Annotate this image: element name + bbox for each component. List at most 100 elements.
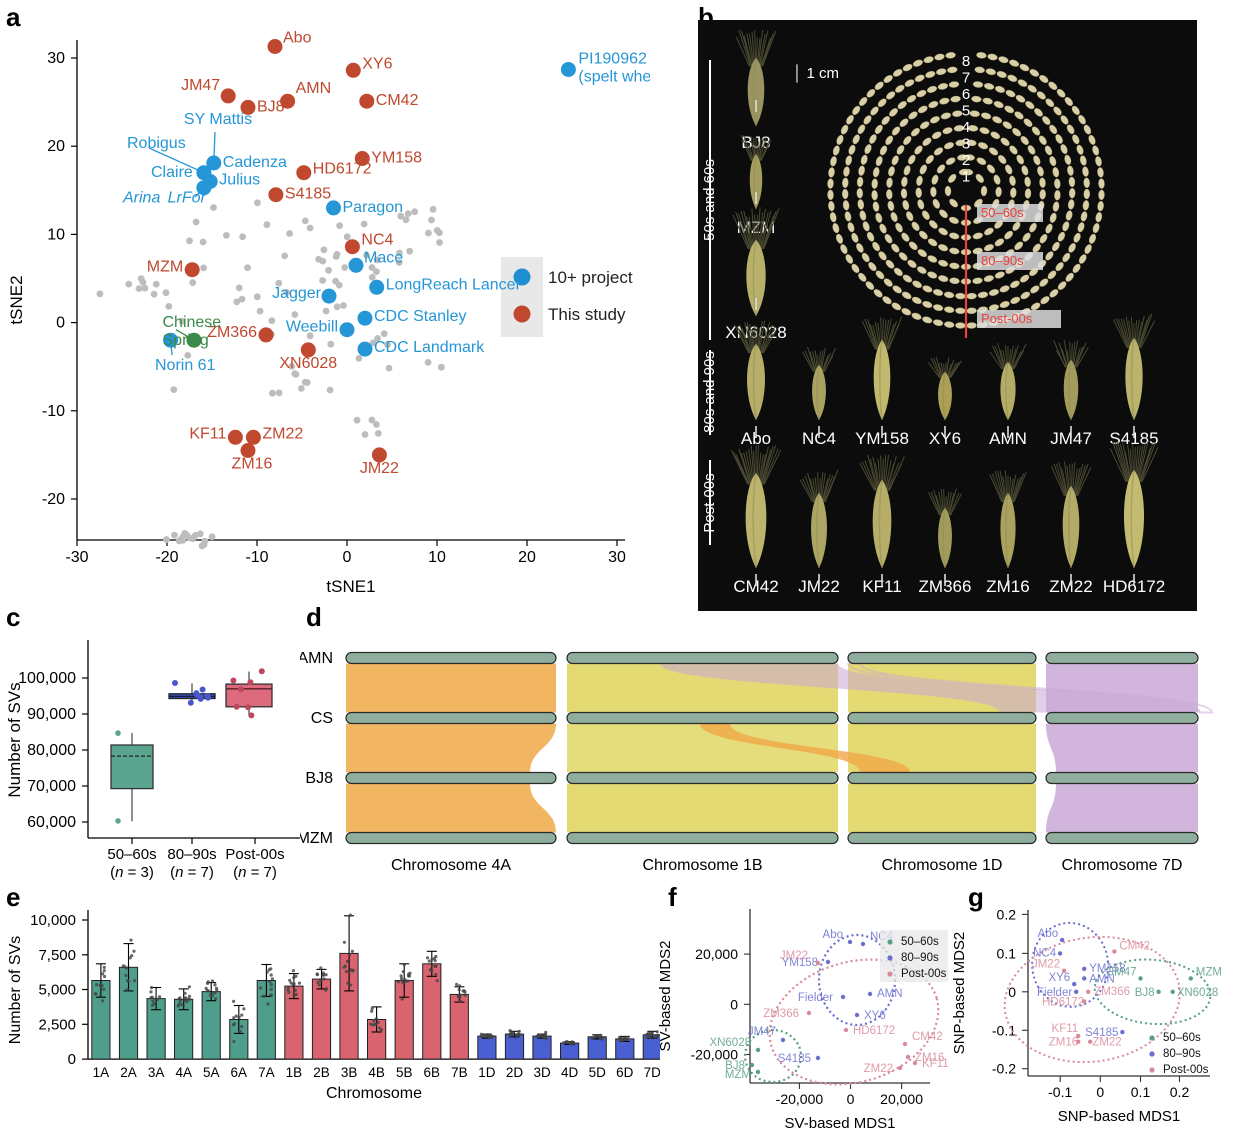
svg-text:Weebill: Weebill	[286, 319, 338, 336]
svg-text:│ 1 cm: │ 1 cm	[793, 64, 839, 83]
svg-text:XN6028: XN6028	[279, 355, 337, 372]
svg-text:50–60s: 50–60s	[981, 205, 1024, 220]
svg-text:AMN: AMN	[300, 650, 333, 667]
svg-text:ZM366: ZM366	[763, 1008, 799, 1020]
svg-text:0: 0	[56, 315, 65, 332]
svg-text:ZM22: ZM22	[1092, 1037, 1121, 1049]
svg-text:XN6028: XN6028	[709, 1037, 751, 1049]
svg-text:HD6172: HD6172	[853, 1025, 895, 1037]
svg-text:This study: This study	[548, 305, 626, 324]
svg-text:2B: 2B	[313, 1065, 330, 1080]
svg-text:HD6172: HD6172	[313, 161, 372, 178]
svg-text:PI190962: PI190962	[578, 51, 647, 68]
svg-text:20: 20	[518, 549, 536, 566]
svg-text:ZM22: ZM22	[262, 425, 303, 442]
svg-text:50–60s: 50–60s	[1163, 1032, 1201, 1044]
svg-text:Number of SVs: Number of SVs	[7, 936, 24, 1044]
svg-text:SV-based MDS1: SV-based MDS1	[785, 1115, 896, 1130]
svg-text:HD6172: HD6172	[1042, 996, 1084, 1008]
svg-text:10: 10	[47, 226, 65, 243]
svg-text:Julius: Julius	[219, 172, 260, 189]
svg-text:SNP-based MDS1: SNP-based MDS1	[1058, 1108, 1181, 1125]
svg-text:1: 1	[962, 169, 970, 186]
svg-text:2D: 2D	[506, 1065, 524, 1080]
svg-text:AMN: AMN	[296, 80, 332, 97]
svg-text:8: 8	[962, 53, 970, 70]
svg-text:20,000: 20,000	[880, 1091, 923, 1107]
svg-text:JM22: JM22	[1032, 959, 1060, 971]
svg-text:-20,000: -20,000	[776, 1091, 824, 1107]
svg-text:3D: 3D	[533, 1065, 551, 1080]
svg-text:0.2: 0.2	[997, 906, 1017, 922]
svg-text:Cadenza: Cadenza	[223, 154, 287, 171]
svg-text:80s and 90s: 80s and 90s	[701, 351, 718, 433]
svg-text:50–60s: 50–60s	[107, 846, 156, 863]
svg-text:80–90s: 80–90s	[981, 253, 1024, 268]
svg-text:2: 2	[962, 152, 970, 169]
svg-text:NC4: NC4	[361, 232, 393, 249]
svg-text:ZM22: ZM22	[864, 1063, 893, 1075]
svg-text:20,000: 20,000	[695, 946, 738, 962]
svg-text:CDC Stanley: CDC Stanley	[374, 308, 466, 325]
svg-text:60,000: 60,000	[27, 814, 76, 831]
svg-text:-30: -30	[65, 549, 88, 566]
svg-text:5A: 5A	[203, 1065, 220, 1080]
svg-text:2A: 2A	[120, 1065, 137, 1080]
svg-text:MZM: MZM	[725, 1069, 751, 1081]
svg-text:(n = 7): (n = 7)	[233, 864, 277, 881]
svg-text:7A: 7A	[258, 1065, 275, 1080]
svg-text:0: 0	[343, 549, 352, 566]
svg-text:Chinese: Chinese	[163, 314, 222, 331]
svg-text:Post-00s: Post-00s	[1163, 1064, 1209, 1076]
svg-text:NC4: NC4	[1033, 947, 1057, 959]
svg-text:80–90s: 80–90s	[1163, 1048, 1201, 1060]
svg-text:7B: 7B	[451, 1065, 468, 1080]
svg-text:Fielder: Fielder	[798, 992, 833, 1004]
svg-text:MZM: MZM	[147, 259, 183, 276]
svg-text:0: 0	[68, 1051, 76, 1068]
svg-text:0.2: 0.2	[1170, 1084, 1190, 1100]
svg-text:30: 30	[608, 549, 626, 566]
svg-text:-10: -10	[42, 403, 65, 420]
svg-text:BJ8: BJ8	[1135, 987, 1155, 999]
svg-text:tSNE1: tSNE1	[326, 577, 375, 596]
svg-text:5D: 5D	[589, 1065, 607, 1080]
svg-text:0: 0	[1096, 1084, 1104, 1100]
svg-text:6: 6	[962, 86, 970, 103]
svg-text:Jagger: Jagger	[272, 285, 322, 302]
svg-text:Spring: Spring	[163, 332, 209, 349]
svg-text:XN6028: XN6028	[1177, 987, 1219, 999]
svg-text:10+ project: 10+ project	[548, 268, 633, 287]
svg-text:Mace: Mace	[364, 249, 403, 266]
svg-text:tSNE2: tSNE2	[7, 275, 26, 324]
svg-text:7,500: 7,500	[38, 947, 76, 964]
svg-text:(n = 7): (n = 7)	[170, 864, 214, 881]
svg-text:Norin 61: Norin 61	[155, 357, 216, 374]
svg-text:KF11: KF11	[189, 425, 226, 442]
svg-text:(spelt wheat): (spelt wheat)	[578, 69, 650, 86]
svg-text:50–60s: 50–60s	[901, 936, 939, 948]
svg-text:Number of SVs: Number of SVs	[5, 682, 24, 797]
svg-text:1B: 1B	[286, 1065, 303, 1080]
svg-text:LongReach Lancer: LongReach Lancer	[386, 276, 522, 293]
svg-text:ZM366: ZM366	[1094, 986, 1130, 998]
svg-text:-0.1: -0.1	[1048, 1084, 1072, 1100]
svg-text:4D: 4D	[561, 1065, 579, 1080]
svg-text:Post-00s: Post-00s	[901, 968, 947, 980]
svg-text:80–90s: 80–90s	[901, 952, 939, 964]
svg-text:-10: -10	[245, 549, 268, 566]
svg-text:0.1: 0.1	[997, 945, 1017, 961]
svg-text:ZM16: ZM16	[232, 456, 273, 473]
svg-text:10: 10	[428, 549, 446, 566]
svg-text:CM42: CM42	[1119, 941, 1150, 953]
svg-text:2,500: 2,500	[38, 1016, 76, 1033]
svg-text:90,000: 90,000	[27, 706, 76, 723]
svg-text:YM158: YM158	[371, 150, 422, 167]
svg-text:Chromosome 1D: Chromosome 1D	[882, 857, 1003, 874]
svg-text:0: 0	[847, 1091, 855, 1107]
svg-text:JM47: JM47	[181, 77, 220, 94]
svg-text:CDC Landmark: CDC Landmark	[374, 339, 485, 356]
svg-text:3: 3	[962, 136, 970, 153]
svg-text:Chromosome 7D: Chromosome 7D	[1062, 857, 1183, 874]
svg-text:JM47: JM47	[748, 1026, 776, 1038]
